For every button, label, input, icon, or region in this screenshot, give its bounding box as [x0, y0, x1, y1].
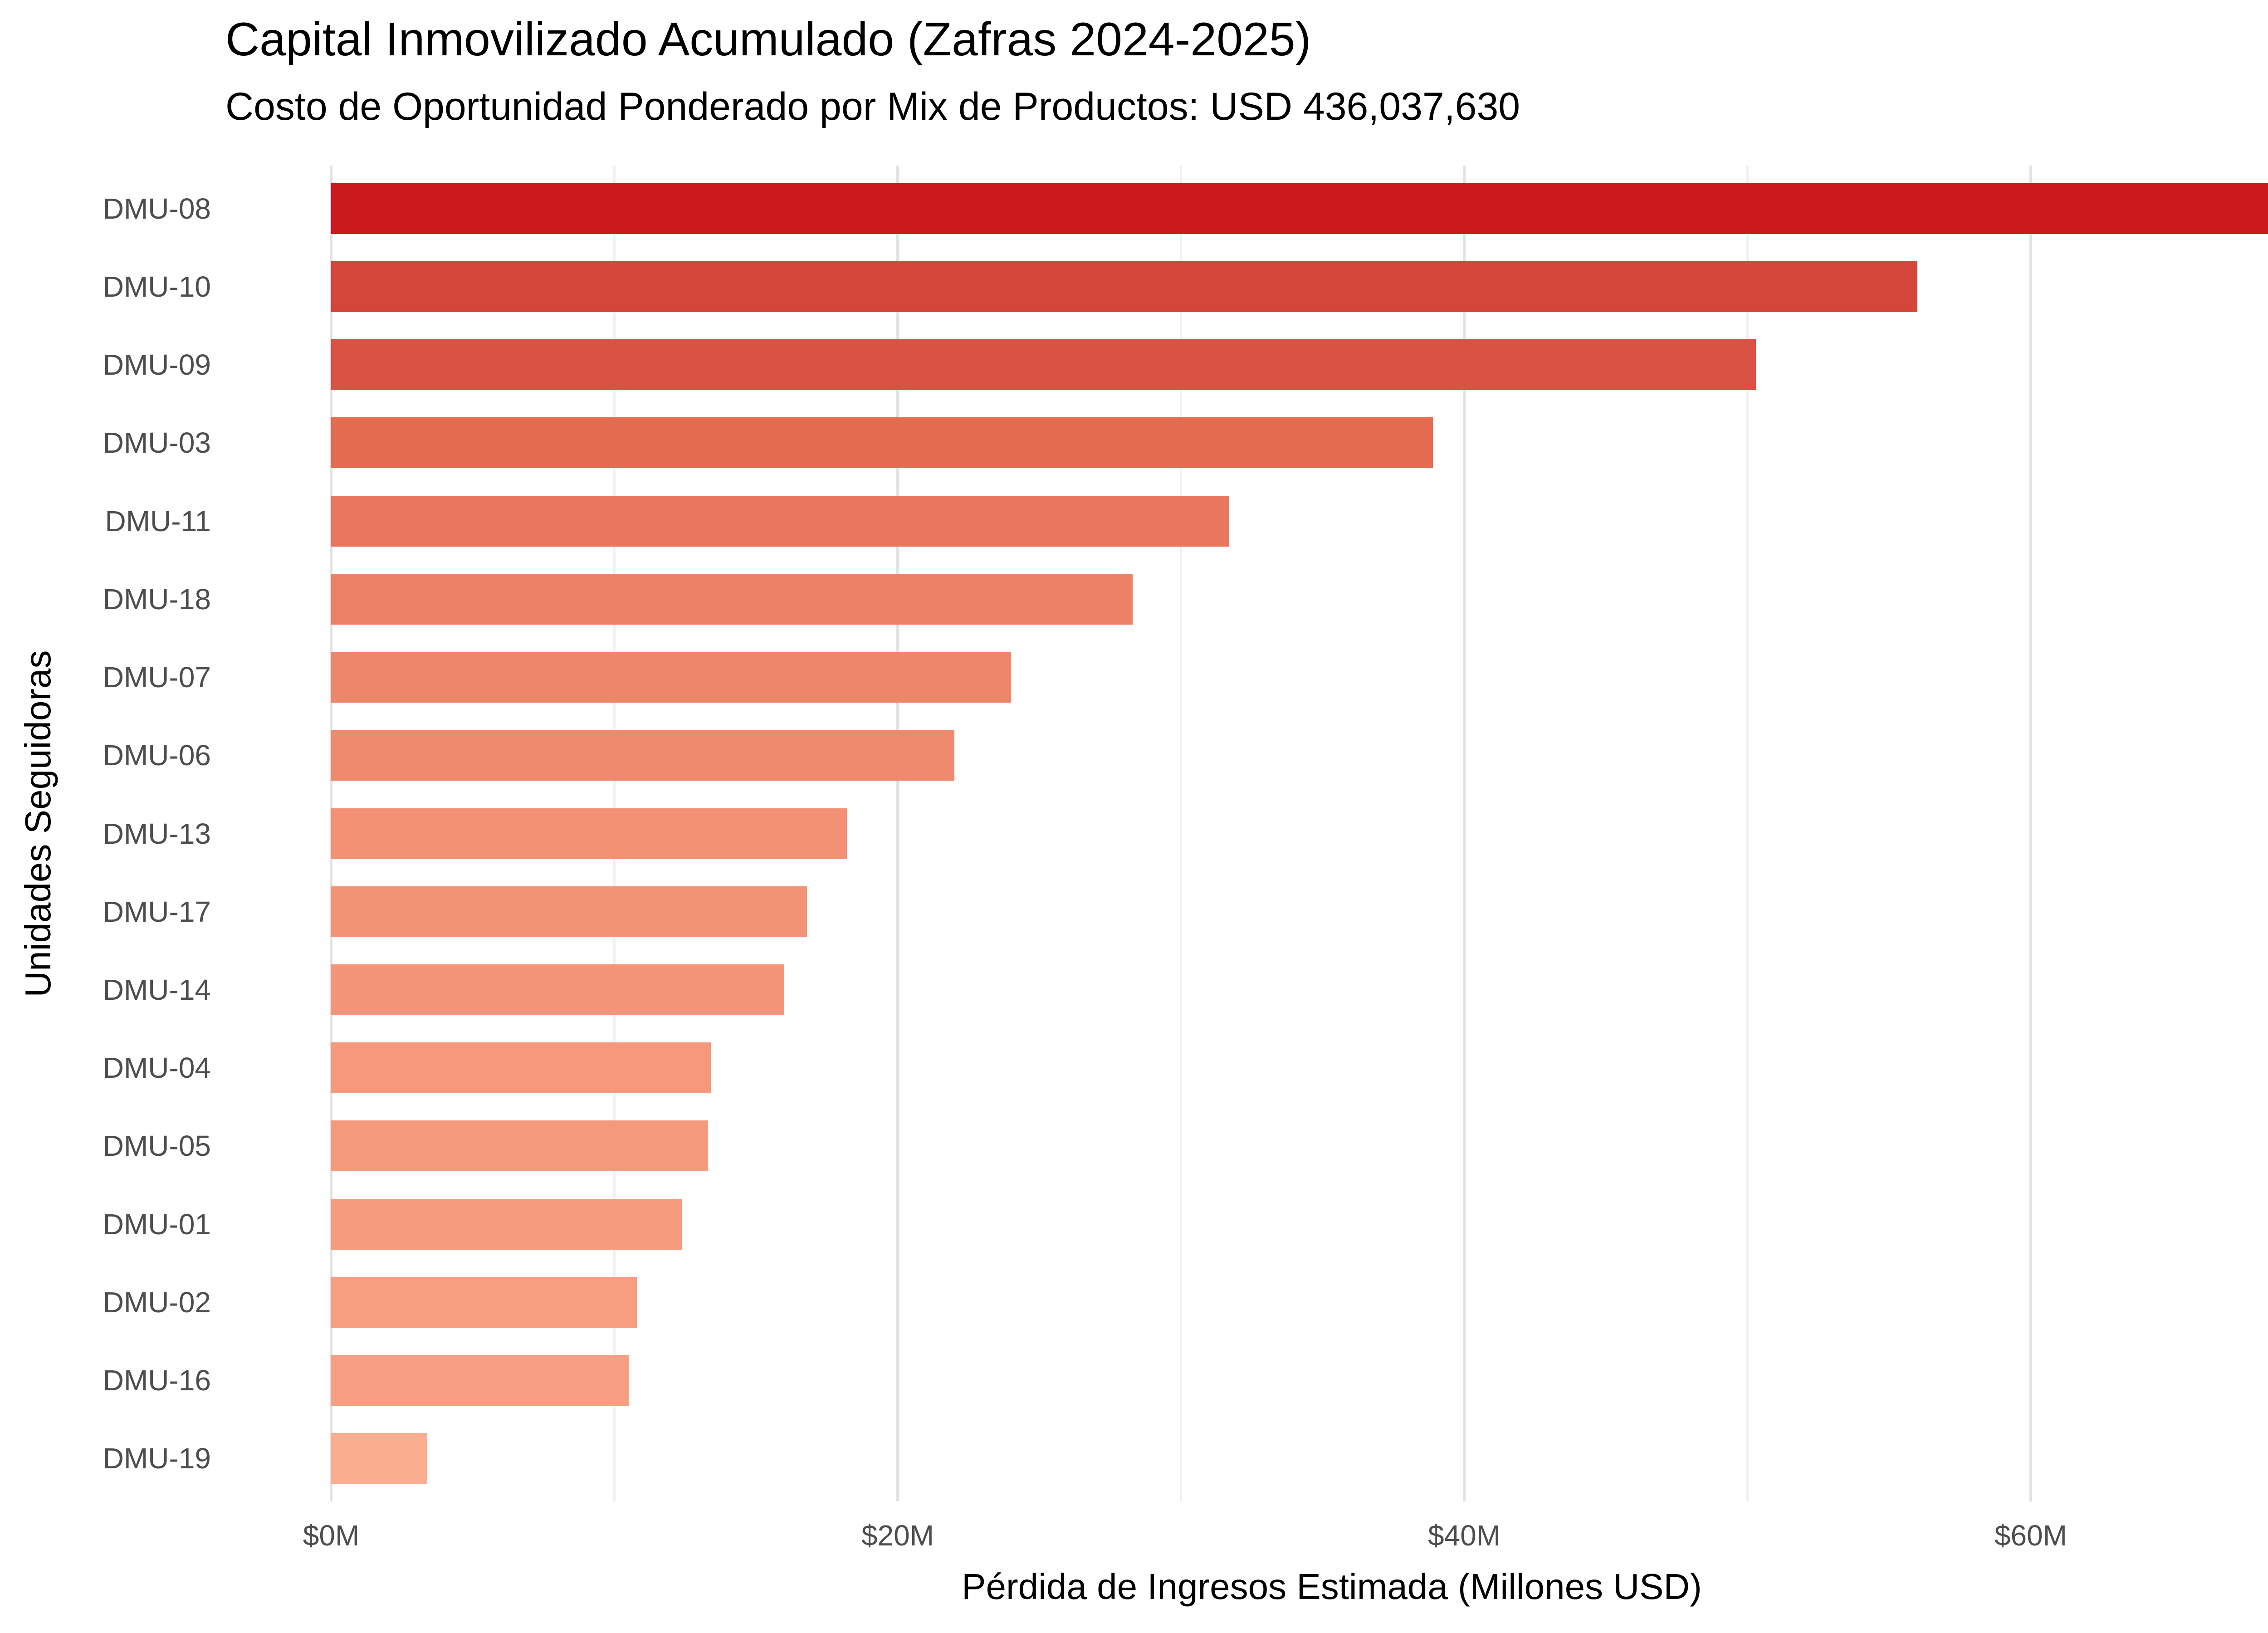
bar-dmu-07	[331, 652, 1011, 703]
y-tick-label-dmu-11: DMU-11	[105, 504, 211, 538]
bar-dmu-08	[331, 183, 2268, 234]
bar-dmu-05	[331, 1120, 708, 1172]
x-tick-label-0m: $0M	[303, 1519, 360, 1552]
chart-subtitle: Costo de Oportunidad Ponderado por Mix d…	[225, 85, 1520, 128]
y-tick-label-dmu-16: DMU-16	[103, 1364, 211, 1397]
y-tick-label-dmu-08: DMU-08	[103, 192, 211, 225]
y-tick-label-dmu-06: DMU-06	[103, 739, 211, 772]
bar-dmu-04	[331, 1042, 711, 1094]
bar-dmu-02	[331, 1276, 637, 1328]
y-tick-label-dmu-14: DMU-14	[103, 973, 211, 1006]
y-tick-label-dmu-10: DMU-10	[103, 270, 211, 303]
y-tick-label-dmu-05: DMU-05	[103, 1129, 211, 1163]
plot-panel	[227, 166, 2268, 1501]
y-tick-label-dmu-01: DMU-01	[103, 1208, 211, 1241]
bar-dmu-13	[331, 808, 847, 859]
bar-dmu-01	[331, 1198, 683, 1250]
y-tick-label-dmu-13: DMU-13	[103, 817, 211, 850]
bar-dmu-18	[331, 573, 1133, 625]
y-tick-label-dmu-18: DMU-18	[103, 582, 211, 616]
y-axis-tick-labels: DMU-08 DMU-10 DMU-09 DMU-03 DMU-11 DMU-18 DMU-…	[0, 166, 211, 1501]
x-tick-label-20m: $20M	[861, 1519, 934, 1552]
x-tick-label-40m: $40M	[1427, 1519, 1501, 1552]
major-gridline	[2029, 166, 2032, 1501]
minor-gridline	[1746, 166, 1749, 1501]
bar-dmu-16	[331, 1355, 629, 1406]
bar-dmu-14	[331, 964, 785, 1015]
bar-dmu-03	[331, 417, 1433, 469]
y-tick-label-dmu-04: DMU-04	[103, 1051, 211, 1085]
y-tick-label-dmu-17: DMU-17	[103, 895, 211, 928]
x-axis-title: Pérdida de Ingresos Estimada (Millones U…	[962, 1566, 1702, 1607]
major-gridline	[1463, 166, 1466, 1501]
major-gridline	[896, 166, 899, 1501]
bar-dmu-06	[331, 730, 954, 781]
bar-dmu-11	[331, 495, 1229, 547]
bar-dmu-19	[331, 1433, 428, 1484]
chart-title: Capital Inmovilizado Acumulado (Zafras 2…	[225, 13, 1311, 66]
y-tick-label-dmu-07: DMU-07	[103, 661, 211, 694]
minor-gridline	[1180, 166, 1182, 1501]
y-tick-label-dmu-03: DMU-03	[103, 426, 211, 460]
bar-dmu-10	[331, 261, 1918, 312]
bar-dmu-09	[331, 339, 1756, 391]
x-tick-label-60m: $60M	[1994, 1519, 2068, 1552]
y-tick-label-dmu-19: DMU-19	[103, 1442, 211, 1475]
y-tick-label-dmu-09: DMU-09	[103, 348, 211, 381]
y-tick-label-dmu-02: DMU-02	[103, 1286, 211, 1319]
bar-dmu-17	[331, 886, 807, 937]
